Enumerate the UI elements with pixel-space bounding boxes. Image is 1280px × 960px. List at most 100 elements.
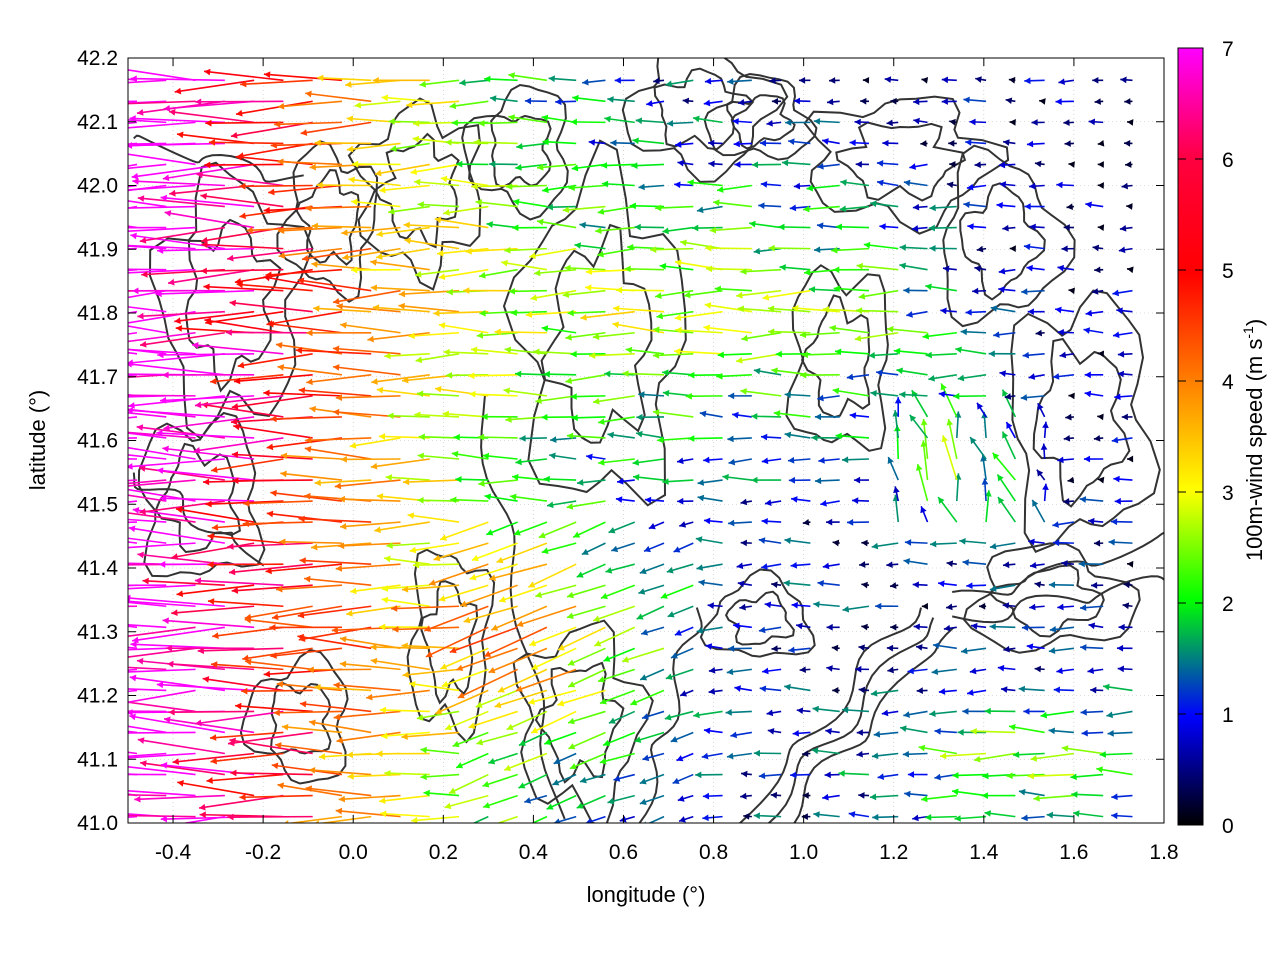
wind-vector-shaft xyxy=(565,331,606,339)
wind-vector-head xyxy=(826,665,833,672)
wind-vector-head xyxy=(78,662,84,669)
wind-vector-head xyxy=(333,681,340,689)
wind-vector-head xyxy=(483,802,491,809)
wind-vector-shaft xyxy=(349,584,401,593)
wind-vector-head xyxy=(435,708,443,715)
wind-vector-head xyxy=(998,286,1005,293)
wind-vector-head xyxy=(1116,644,1124,652)
wind-vector-shaft xyxy=(277,100,343,108)
wind-vector-head xyxy=(703,727,711,735)
wind-vector-head xyxy=(708,139,715,147)
wind-vector-head xyxy=(417,496,424,504)
wind-vector-head xyxy=(962,707,969,715)
wind-vector-shaft xyxy=(375,247,430,259)
wind-vector-head xyxy=(911,225,919,232)
wind-vector-head xyxy=(960,328,967,336)
wind-vector-head xyxy=(508,287,515,295)
wind-vector-head xyxy=(881,709,889,717)
wind-vector-head xyxy=(588,139,596,146)
wind-vector-shaft xyxy=(528,563,577,588)
y-axis-ticks: 41.041.141.241.341.441.541.641.741.841.9… xyxy=(77,47,1164,835)
wind-vector-head xyxy=(479,309,486,317)
wind-vector-head xyxy=(201,236,208,244)
wind-vector-head xyxy=(499,596,506,603)
wind-vector-head xyxy=(1108,538,1115,546)
wind-vector-head xyxy=(876,160,884,167)
wind-vector-head xyxy=(1117,665,1125,673)
wind-vector-head xyxy=(304,492,311,500)
wind-vector-head xyxy=(648,523,656,530)
wind-vector-head xyxy=(638,588,646,595)
wind-vector-shaft xyxy=(332,365,401,376)
wind-vector-head xyxy=(157,247,164,254)
wind-vector-head xyxy=(740,539,747,547)
wind-vector-head xyxy=(275,341,283,349)
wind-vector-head xyxy=(205,318,212,326)
wind-vector-head xyxy=(77,484,83,491)
wind-vector-head xyxy=(162,617,169,625)
wind-vector-head xyxy=(593,397,600,405)
wind-vector-head xyxy=(953,392,960,400)
wind-vector-shaft xyxy=(451,452,489,460)
wind-vector-head xyxy=(859,561,866,568)
wind-vector-head xyxy=(1067,476,1075,484)
wind-vector-head xyxy=(856,750,863,758)
wind-vector-shaft xyxy=(488,647,548,674)
wind-vector-head xyxy=(791,601,798,609)
wind-vector-head xyxy=(929,244,936,252)
contour-line xyxy=(239,648,349,785)
wind-vector-head xyxy=(541,114,549,122)
wind-vector-shaft xyxy=(414,180,460,187)
wind-vector-head xyxy=(64,757,70,764)
wind-vector-head xyxy=(877,179,884,187)
wind-vector-head xyxy=(449,102,457,110)
wind-vector-head xyxy=(456,762,464,769)
wind-vector-head xyxy=(128,142,133,149)
wind-vector-head xyxy=(456,160,463,168)
wind-vector-head xyxy=(603,739,611,747)
y-tick-label: 41.2 xyxy=(77,685,118,708)
wind-vector-shaft xyxy=(858,289,899,299)
wind-vector-head xyxy=(530,294,538,301)
wind-vector-head xyxy=(916,687,923,694)
wind-vector-head xyxy=(1120,76,1127,84)
wind-vector-head xyxy=(1027,772,1034,780)
x-tick-label: 1.8 xyxy=(1149,841,1178,864)
wind-vector-shaft xyxy=(274,121,342,126)
wind-vector-shaft xyxy=(562,205,606,212)
wind-vector-head xyxy=(335,565,343,572)
wind-vector-shaft xyxy=(597,247,635,256)
wind-vector-shaft xyxy=(212,626,284,638)
wind-vector-head xyxy=(30,612,37,619)
wind-vector-head xyxy=(512,224,519,232)
x-tick-label: 0.4 xyxy=(519,841,549,864)
wind-vector-shaft xyxy=(403,223,460,229)
wind-vector-head xyxy=(196,171,204,179)
wind-vector-head xyxy=(614,77,621,84)
wind-vector-shaft xyxy=(128,731,196,734)
wind-vector-shaft xyxy=(128,184,167,192)
wind-vector-head xyxy=(704,77,712,85)
wind-vector-head xyxy=(997,474,1004,482)
wind-vector-head xyxy=(716,372,723,380)
wind-vector-shaft xyxy=(168,110,255,124)
wind-vector-head xyxy=(497,686,505,693)
wind-vector-head xyxy=(762,293,770,301)
wind-vector-head xyxy=(104,404,110,411)
wind-vector-head xyxy=(402,478,410,486)
wind-vector-head xyxy=(370,643,377,651)
wind-vector-head xyxy=(708,666,716,674)
wind-vector-shaft xyxy=(279,540,342,544)
wind-vector-head xyxy=(566,432,574,440)
wind-vector-head xyxy=(1090,686,1097,694)
wind-vector-shaft xyxy=(128,363,225,376)
wind-vector-shaft xyxy=(478,121,518,125)
wind-vector-head xyxy=(192,341,199,349)
wind-vector-head xyxy=(792,304,799,312)
wind-vector-head xyxy=(1057,603,1064,611)
wind-vector-head xyxy=(627,243,634,251)
wind-vector-shaft xyxy=(128,431,196,439)
wind-vector-shaft xyxy=(416,710,460,720)
wind-vector-shaft xyxy=(137,553,225,565)
wind-vector-head xyxy=(40,248,46,255)
